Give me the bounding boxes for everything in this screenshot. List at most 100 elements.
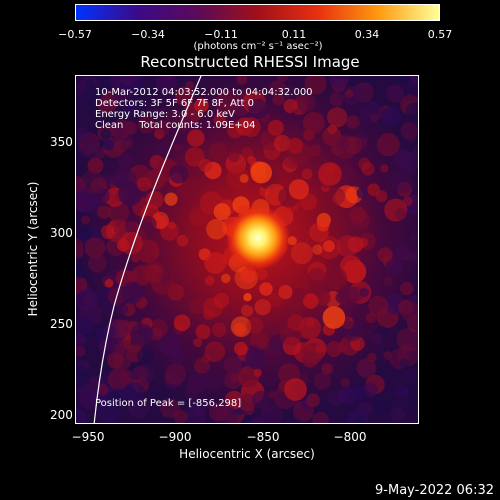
emission-blob <box>81 139 101 159</box>
emission-blob <box>374 399 389 414</box>
emission-blob <box>386 84 404 103</box>
y-tick-label: 300 <box>50 226 73 240</box>
emission-blob <box>154 120 170 136</box>
emission-blob <box>105 391 123 408</box>
emission-blob <box>387 405 398 415</box>
emission-blob <box>302 111 325 134</box>
emission-blob <box>278 285 293 300</box>
emission-blob <box>177 178 201 201</box>
emission-blob <box>107 352 124 369</box>
emission-blob <box>304 76 327 95</box>
emission-blob <box>361 162 375 176</box>
emission-blob <box>396 327 418 352</box>
colorbar-tick: 0.57 <box>427 28 453 41</box>
emission-blob <box>385 257 403 275</box>
emission-blob <box>315 344 324 354</box>
emission-blob <box>187 129 205 147</box>
emission-blob <box>251 390 271 409</box>
emission-blob <box>256 268 268 280</box>
emission-blob <box>123 170 137 184</box>
emission-blob <box>124 139 134 149</box>
x-tick-label: −900 <box>158 430 192 444</box>
emission-blob <box>409 394 418 411</box>
emission-blob <box>136 176 152 192</box>
y-tick-label: 350 <box>50 135 73 149</box>
emission-blob <box>178 115 193 130</box>
emission-blob <box>106 318 129 341</box>
emission-blob <box>129 370 140 381</box>
emission-blob <box>173 314 191 332</box>
emission-blob <box>230 316 252 337</box>
emission-blob <box>239 174 249 183</box>
emission-blob <box>307 267 326 286</box>
emission-blob <box>399 358 410 368</box>
emission-blob <box>407 250 418 262</box>
emission-blob <box>88 253 107 273</box>
emission-blob <box>289 299 301 311</box>
emission-blob <box>282 336 302 356</box>
emission-blob <box>103 139 114 151</box>
emission-blob <box>284 378 307 401</box>
emission-blob <box>358 237 369 248</box>
emission-blob <box>356 358 377 379</box>
emission-blob <box>80 170 104 195</box>
emission-blob <box>312 244 323 255</box>
emission-blob <box>158 332 180 355</box>
y-tick-label: 250 <box>50 317 73 331</box>
emission-blob <box>167 221 176 230</box>
emission-blob <box>355 415 364 423</box>
emission-blob <box>282 86 295 98</box>
emission-blob <box>260 404 283 423</box>
emission-blob <box>358 157 371 170</box>
emission-blob <box>243 293 252 302</box>
y-tick-label: 200 <box>50 408 73 422</box>
emission-blob <box>396 76 410 84</box>
emission-blob <box>345 89 354 98</box>
emission-blob <box>400 122 418 140</box>
emission-blob <box>303 293 319 309</box>
emission-blob <box>240 267 256 284</box>
emission-blob <box>213 292 230 309</box>
emission-blob <box>329 92 344 107</box>
emission-blob <box>77 96 87 107</box>
emission-blob <box>238 393 257 412</box>
emission-blob <box>95 327 110 342</box>
emission-blob <box>359 100 383 124</box>
emission-blob <box>136 347 154 365</box>
emission-blob <box>203 398 213 408</box>
emission-blob <box>85 78 95 88</box>
info-peak: Position of Peak = [-856,298] <box>95 398 242 409</box>
emission-blob <box>193 338 203 348</box>
emission-blob <box>126 270 138 283</box>
emission-blob <box>327 124 338 135</box>
emission-blob <box>194 98 209 113</box>
emission-blob <box>76 345 86 357</box>
emission-blob <box>376 133 400 157</box>
emission-blob <box>134 364 154 385</box>
emission-blob <box>349 206 367 224</box>
emission-blob <box>84 237 106 258</box>
emission-blob <box>323 240 335 253</box>
emission-blob <box>353 87 367 101</box>
emission-blob <box>287 314 305 331</box>
emission-blob <box>149 319 168 338</box>
emission-blob <box>287 137 304 154</box>
emission-blob <box>312 411 329 423</box>
emission-blob <box>164 363 187 386</box>
emission-blob <box>226 166 250 190</box>
emission-blob <box>246 317 264 334</box>
info-time: 10-Mar-2012 04:03:52.000 to 04:04:32.000 <box>95 87 313 98</box>
emission-blob <box>173 410 188 423</box>
info-energy: Energy Range: 3.0 - 6.0 keV <box>95 109 235 120</box>
emission-blob <box>309 144 322 157</box>
emission-blob <box>87 157 104 174</box>
emission-blob <box>124 382 145 403</box>
emission-blob <box>100 225 115 240</box>
emission-blob <box>78 388 99 410</box>
emission-blob <box>189 297 207 315</box>
emission-blob <box>236 76 248 85</box>
emission-blob <box>405 102 418 121</box>
emission-blob <box>100 128 112 140</box>
emission-blob <box>184 386 199 401</box>
emission-blob <box>93 188 110 205</box>
